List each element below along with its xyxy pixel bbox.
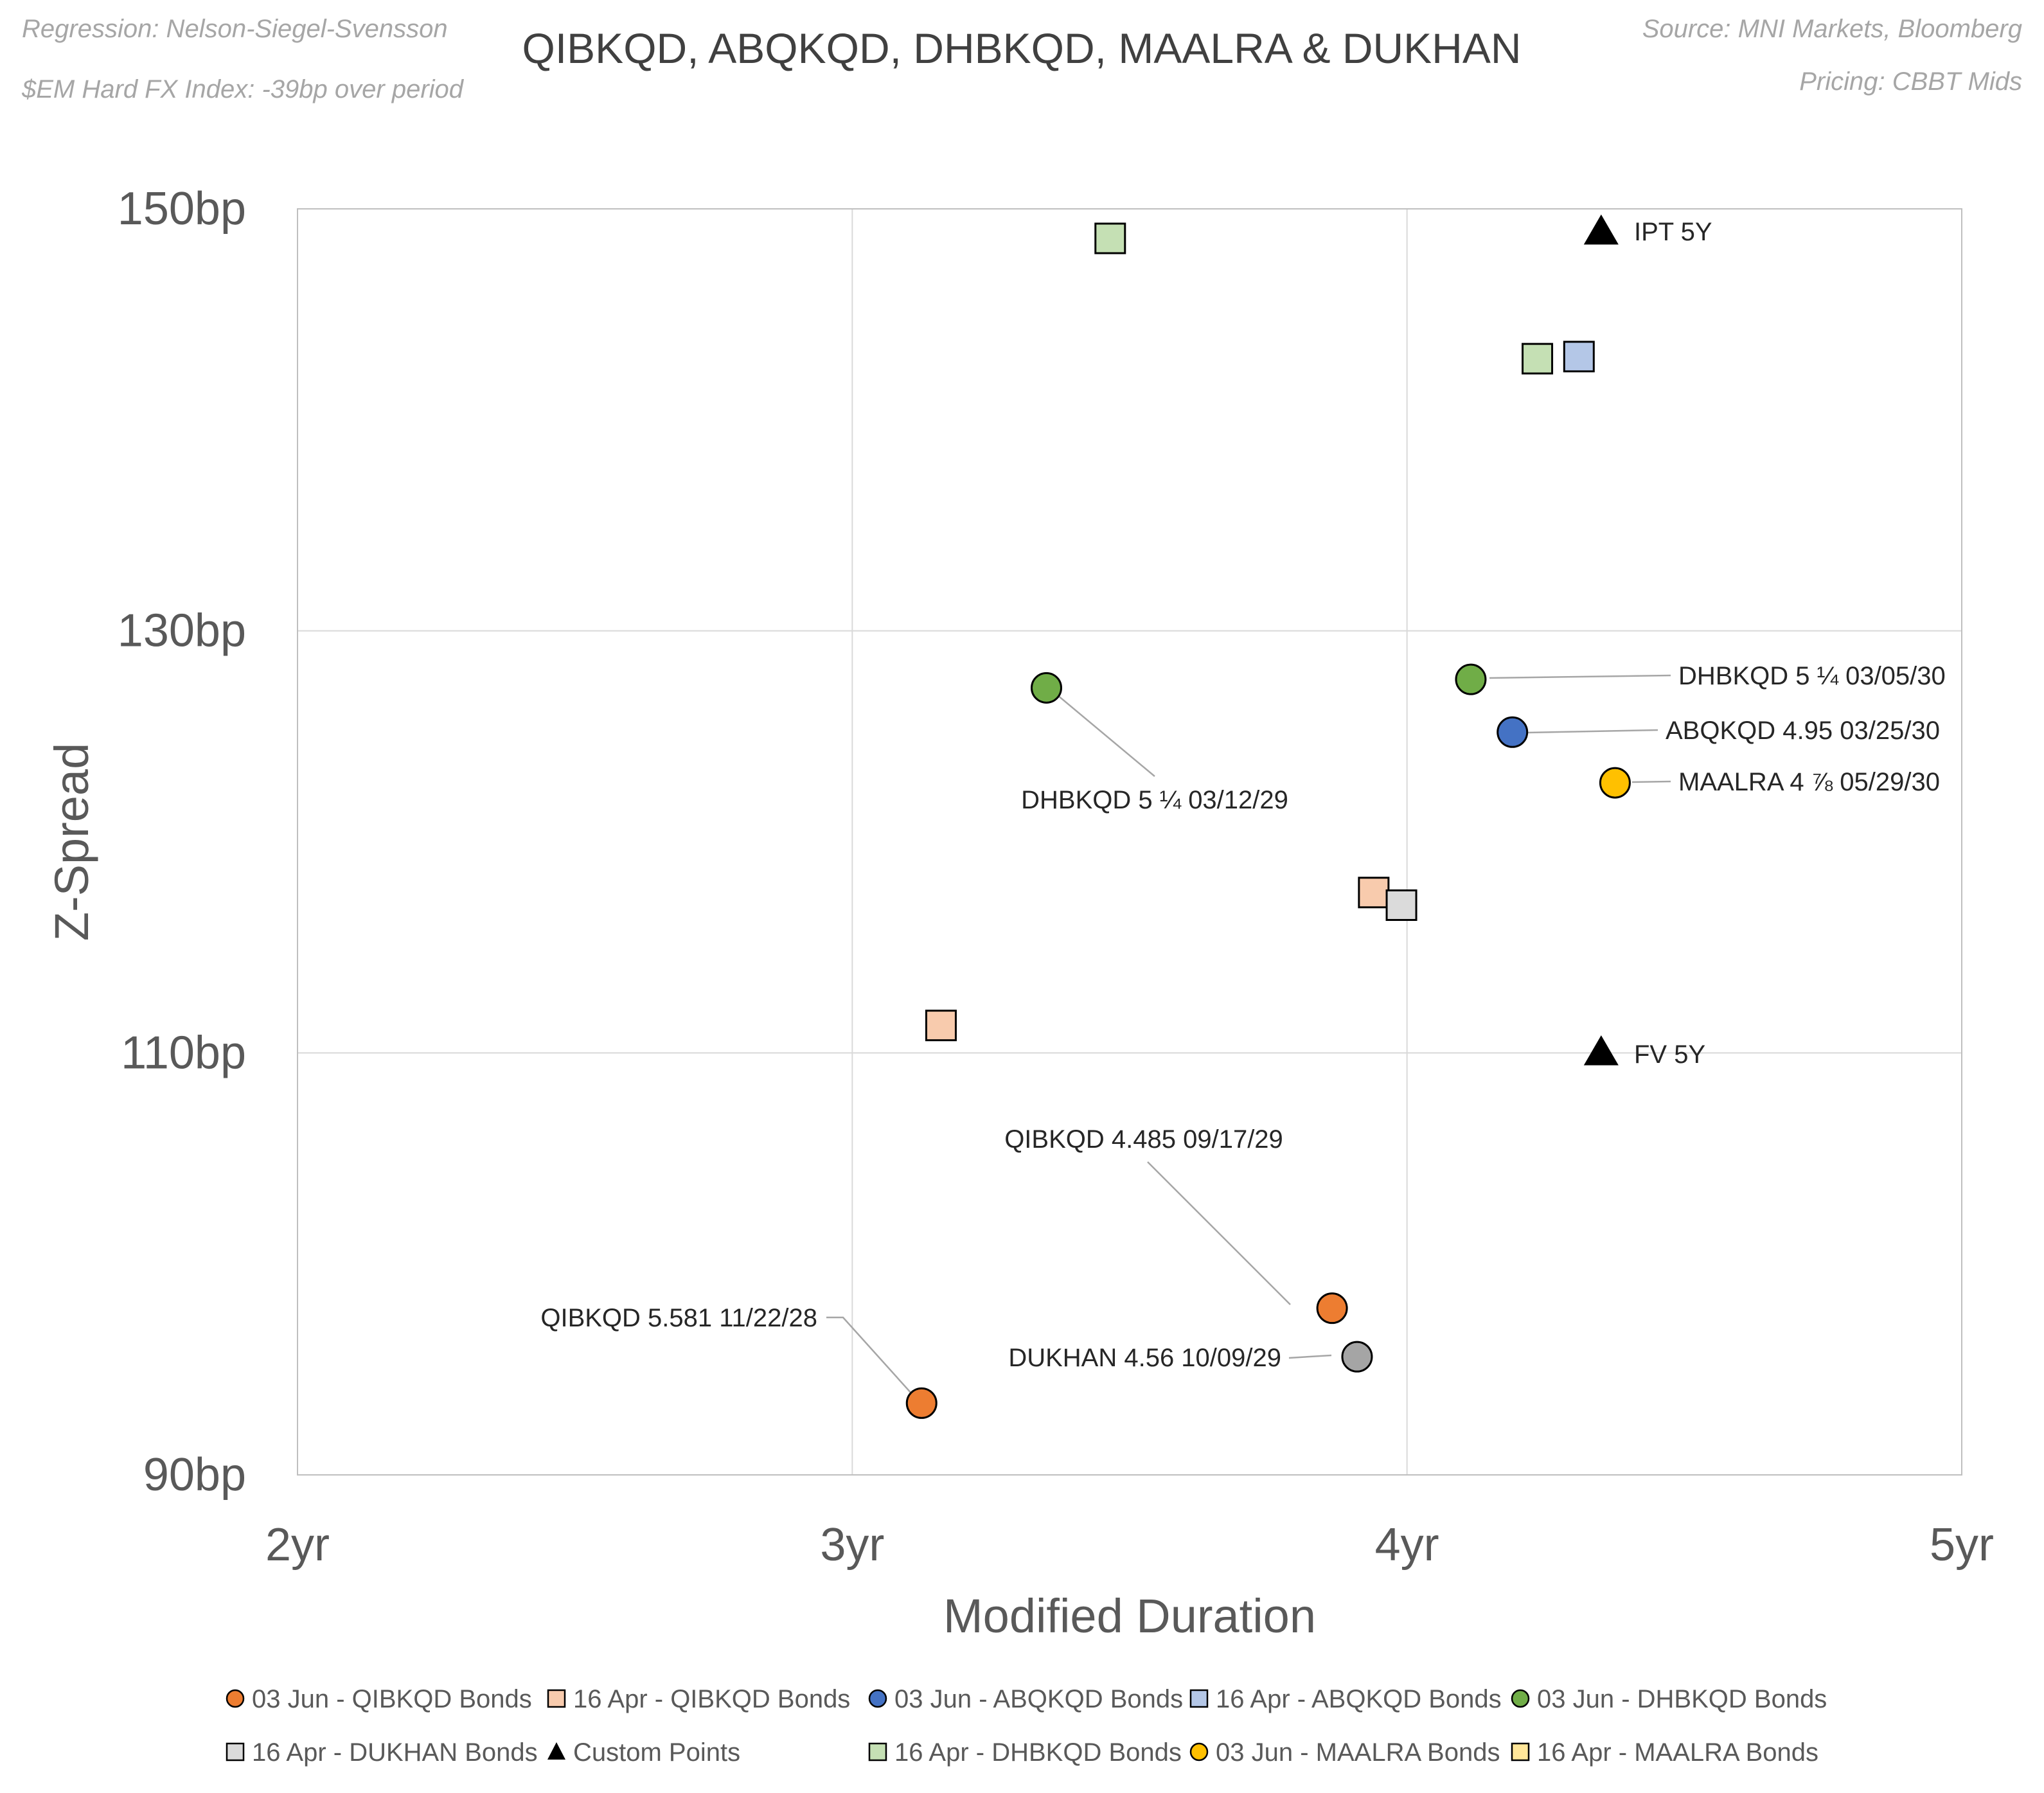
legend-square-marker xyxy=(868,1742,887,1762)
point-label: ABQKQD 4.95 03/25/30 xyxy=(1666,717,1940,745)
03-jun-abqkqd-bonds-circle xyxy=(1497,716,1529,748)
y-axis-ticks: 90bp 110bp 130bp 150bp xyxy=(118,183,246,1501)
leader-line xyxy=(1489,674,1671,679)
16-apr-dukhan-bonds-square xyxy=(1385,889,1417,921)
legend-label: 03 Jun - DHBKQD Bonds xyxy=(1537,1685,1827,1713)
legend-item: 16 Apr - QIBKQD Bonds xyxy=(547,1685,850,1713)
16-apr-abqkqd-bonds-square xyxy=(1563,341,1595,373)
legend-item: 16 Apr - ABQKQD Bonds xyxy=(1189,1685,1502,1713)
point-label: FV 5Y xyxy=(1634,1040,1705,1069)
x-axis-label: Modified Duration xyxy=(943,1589,1316,1643)
x-tick-label: 4yr xyxy=(1375,1519,1439,1571)
legend-square-marker xyxy=(1189,1689,1209,1708)
x-tick-label: 3yr xyxy=(820,1519,884,1571)
x-axis-ticks: 2yr 3yr 4yr 5yr xyxy=(265,1519,1994,1571)
legend-circle-marker xyxy=(1189,1742,1209,1762)
leader-line xyxy=(1526,729,1658,734)
leader-line xyxy=(1147,1161,1291,1305)
legend: 03 Jun - QIBKQD Bonds 16 Apr - QIBKQD Bon… xyxy=(226,1685,1827,1767)
legend-item: 16 Apr - DHBKQD Bonds xyxy=(868,1738,1182,1767)
leader-line xyxy=(826,1316,913,1395)
legend-circle-marker xyxy=(868,1689,887,1708)
point-label: QIBKQD 5.581 11/22/28 xyxy=(540,1304,817,1332)
legend-item: 16 Apr - MAALRA Bonds xyxy=(1511,1738,1818,1767)
point-label: DHBKQD 5 ¼ 03/05/30 xyxy=(1678,662,1946,690)
legend-circle-marker xyxy=(226,1689,245,1708)
y-tick-label: 110bp xyxy=(121,1027,246,1078)
point-label: DUKHAN 4.56 10/09/29 xyxy=(1008,1344,1281,1372)
index-note: $EM Hard FX Index: -39bp over period xyxy=(21,75,465,103)
regression-note: Regression: Nelson-Siegel-Svensson xyxy=(22,15,448,43)
x-tick-label: 2yr xyxy=(265,1519,330,1571)
legend-label: 03 Jun - QIBKQD Bonds xyxy=(252,1685,532,1713)
03-jun-dukhan-bonds-circle xyxy=(1341,1341,1373,1373)
legend-item: 03 Jun - DHBKQD Bonds xyxy=(1511,1685,1827,1713)
data-points xyxy=(905,214,1631,1419)
y-tick-label: 150bp xyxy=(118,183,246,235)
point-labels: QIBKQD 5.581 11/22/28 QIBKQD 4.485 09/17/… xyxy=(540,218,1945,1372)
legend-label: 16 Apr - MAALRA Bonds xyxy=(1537,1738,1818,1767)
legend-square-marker xyxy=(547,1689,566,1708)
point-label: QIBKQD 4.485 09/17/29 xyxy=(1004,1125,1283,1154)
legend-label: 16 Apr - DUKHAN Bonds xyxy=(252,1738,538,1767)
legend-circle-marker xyxy=(1511,1689,1530,1708)
legend-item: Custom Points xyxy=(547,1738,740,1767)
legend-item: 03 Jun - ABQKQD Bonds xyxy=(868,1685,1183,1713)
point-label: DHBKQD 5 ¼ 03/12/29 xyxy=(1021,786,1288,814)
legend-label: 16 Apr - DHBKQD Bonds xyxy=(894,1738,1182,1767)
legend-item: 16 Apr - DUKHAN Bonds xyxy=(226,1738,538,1767)
chart-title: QIBKQD, ABQKQD, DHBKQD, MAALRA & DUKHAN xyxy=(522,24,1521,72)
gridlines xyxy=(298,209,1962,1475)
16-apr-qibkqd-bonds-square xyxy=(925,1010,957,1042)
leader-line xyxy=(1288,1354,1332,1359)
legend-label: 16 Apr - ABQKQD Bonds xyxy=(1216,1685,1502,1713)
legend-label: 03 Jun - MAALRA Bonds xyxy=(1216,1738,1500,1767)
pricing-note: Pricing: CBBT Mids xyxy=(1799,67,2022,96)
plot-area-frame xyxy=(297,208,1962,1476)
legend-label: Custom Points xyxy=(573,1738,740,1767)
legend-square-marker xyxy=(1511,1742,1530,1762)
legend-triangle-marker xyxy=(547,1742,565,1760)
custom-point-marker xyxy=(1583,214,1619,245)
legend-label: 03 Jun - ABQKQD Bonds xyxy=(894,1685,1183,1713)
03-jun-qibkqd-bonds-circle xyxy=(905,1387,938,1419)
legend-label: 16 Apr - QIBKQD Bonds xyxy=(573,1685,850,1713)
custom-point-marker xyxy=(1583,1035,1619,1066)
16-apr-qibkqd-bonds-square xyxy=(1358,877,1390,909)
leader-line xyxy=(1057,695,1155,777)
point-label: MAALRA 4 ⅞ 05/29/30 xyxy=(1678,768,1940,796)
leader-line xyxy=(1631,780,1671,783)
legend-item: 03 Jun - MAALRA Bonds xyxy=(1189,1738,1500,1767)
leader-lines xyxy=(826,674,1671,1395)
03-jun-qibkqd-bonds-circle xyxy=(1316,1292,1348,1325)
03-jun-dhbkqd-bonds-circle xyxy=(1031,672,1062,704)
legend-item: 03 Jun - QIBKQD Bonds xyxy=(226,1685,532,1713)
x-tick-label: 5yr xyxy=(1930,1519,1994,1571)
03-jun-dhbkqd-bonds-circle xyxy=(1455,663,1487,695)
legend-square-marker xyxy=(226,1742,245,1762)
16-apr-dhbkqd-bonds-square xyxy=(1522,343,1554,375)
03-jun-maalra-bonds-circle xyxy=(1599,767,1631,799)
y-tick-label: 90bp xyxy=(143,1449,246,1501)
16-apr-dhbkqd-bonds-square xyxy=(1094,222,1126,254)
point-label: IPT 5Y xyxy=(1634,218,1712,246)
source-note: Source: MNI Markets, Bloomberg xyxy=(1642,15,2022,43)
y-axis-label: Z-Spread xyxy=(45,743,98,941)
y-tick-label: 130bp xyxy=(118,605,246,657)
